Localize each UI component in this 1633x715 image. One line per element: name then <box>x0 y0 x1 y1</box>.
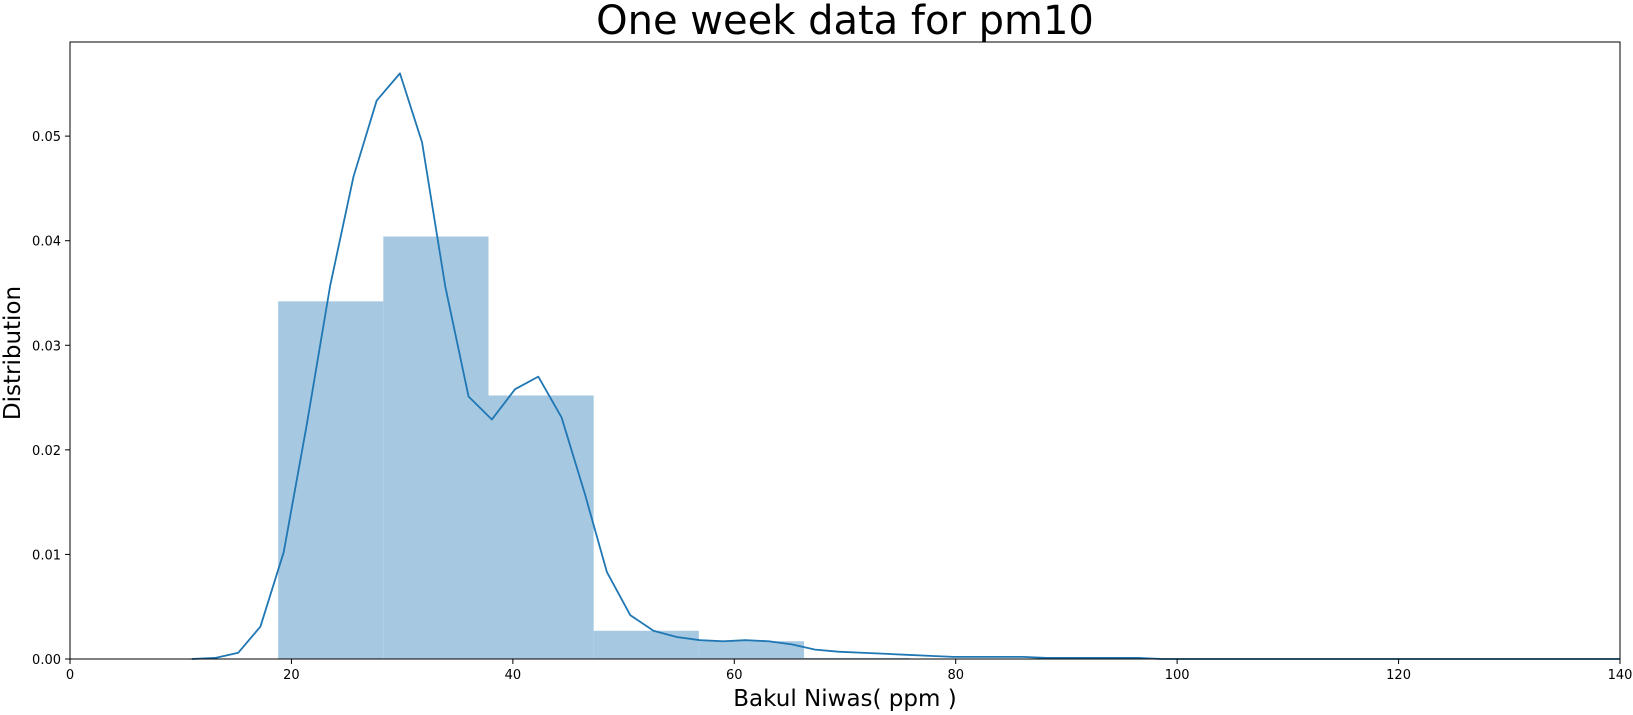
x-tick-label: 140 <box>1608 668 1633 683</box>
y-tick-label: 0.02 <box>32 444 61 459</box>
histogram-bars <box>278 236 910 659</box>
x-tick-label: 100 <box>1165 668 1190 683</box>
plot-frame <box>69 41 1621 660</box>
x-axis-label: Bakul Niwas( ppm ) <box>733 686 956 711</box>
histogram-bar <box>278 301 384 659</box>
x-axis: 0 20 40 60 80 100 120 140 <box>66 659 1633 683</box>
y-tick-label: 0.01 <box>32 548 61 563</box>
y-axis-label: Distribution <box>0 286 26 420</box>
histogram-bar <box>804 657 910 659</box>
y-tick-label: 0.03 <box>32 339 61 354</box>
x-tick-label: 0 <box>66 668 74 683</box>
histogram-bar <box>593 630 699 659</box>
histogram-bar <box>383 236 489 659</box>
y-tick-label: 0.00 <box>32 653 61 668</box>
x-tick-label: 20 <box>283 668 300 683</box>
x-tick-label: 40 <box>505 668 522 683</box>
x-tick-label: 120 <box>1386 668 1411 683</box>
x-tick-label: 60 <box>726 668 743 683</box>
y-tick-label: 0.04 <box>32 235 61 250</box>
x-tick-label: 80 <box>947 668 964 683</box>
chart-title: One week data for pm10 <box>596 0 1094 44</box>
histogram-bar <box>698 641 805 659</box>
y-tick-label: 0.05 <box>32 130 61 145</box>
histogram-bar <box>488 395 594 659</box>
y-axis: 0.00 0.01 0.02 0.03 0.04 0.05 <box>32 130 70 668</box>
